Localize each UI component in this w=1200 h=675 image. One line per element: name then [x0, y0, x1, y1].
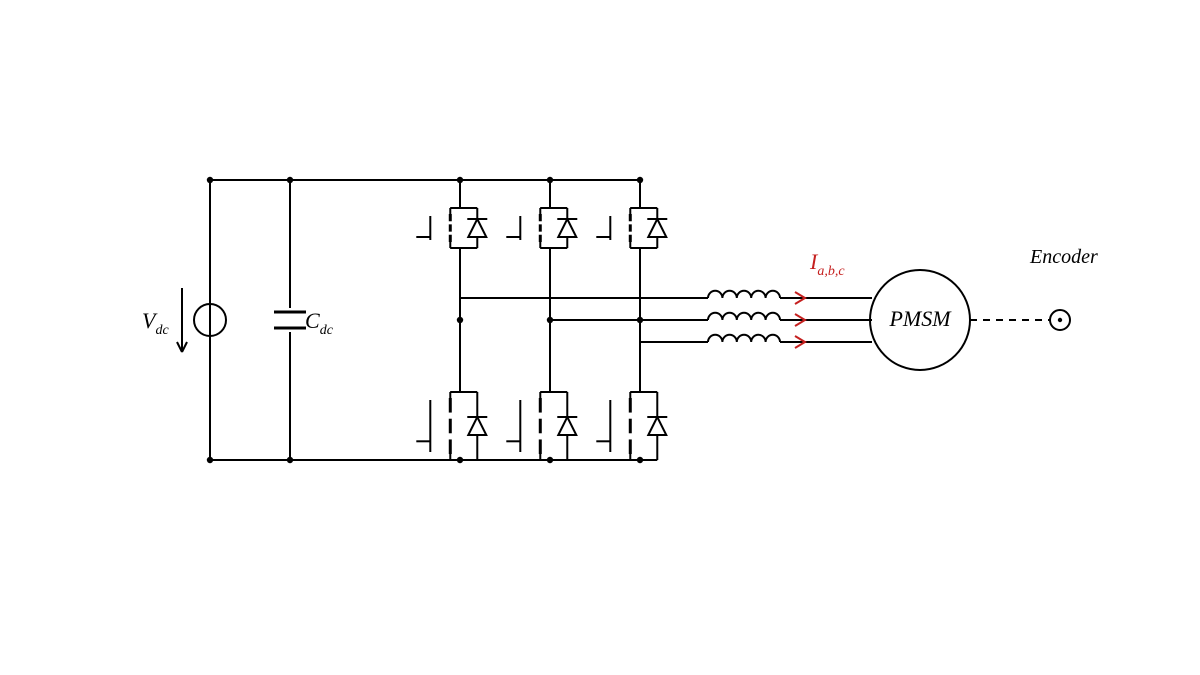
mosfet-top-3 — [596, 208, 667, 248]
label-vdc: Vdc — [142, 308, 169, 338]
label-iabc: Ia,b,c — [809, 249, 845, 279]
mosfet-bot-1 — [416, 392, 487, 460]
phase-inductor-2 — [708, 313, 780, 320]
phase-inductor-1 — [708, 291, 780, 298]
label-encoder: Encoder — [1029, 246, 1098, 268]
label-cdc: Cdc — [305, 308, 334, 338]
label-pmsm: PMSM — [888, 306, 952, 331]
mosfet-bot-3 — [596, 392, 667, 460]
phase-inductor-3 — [708, 335, 780, 342]
mosfet-bot-2 — [506, 392, 577, 460]
mosfet-top-1 — [416, 208, 487, 248]
mosfet-top-2 — [506, 208, 577, 248]
